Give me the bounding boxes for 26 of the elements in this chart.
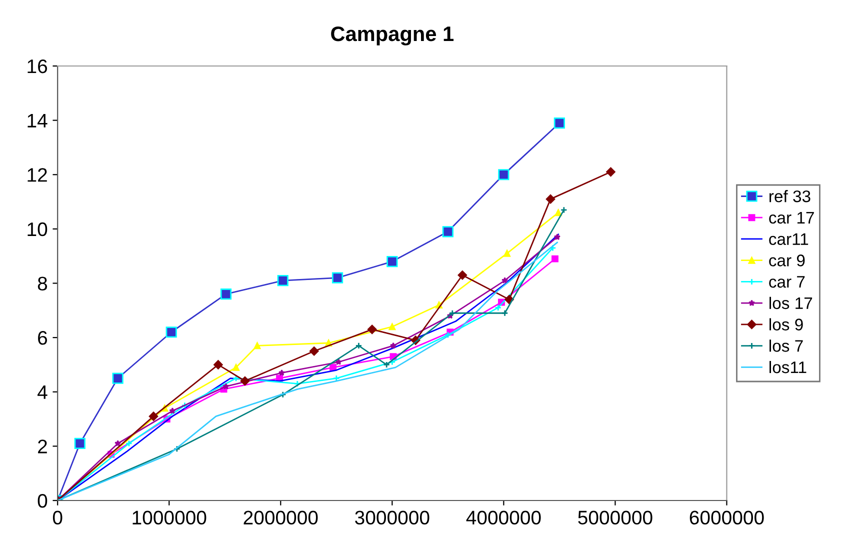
y-tick-label: 2 — [38, 440, 47, 454]
chart-title: Campagne 1 — [331, 26, 454, 46]
legend-label: car 17 — [769, 212, 814, 224]
legend-label: los11 — [770, 360, 806, 374]
y-tick-label: 12 — [28, 168, 47, 182]
x-tick-label: 3000000 — [355, 510, 430, 525]
x-tick-label: 2000000 — [244, 510, 318, 525]
x-tick-label: 1000000 — [132, 510, 206, 525]
y-tick-label: 6 — [38, 331, 48, 345]
y-tick-label: 8 — [38, 276, 48, 290]
x-tick-label: 5000000 — [578, 510, 652, 525]
y-tick-label: 14 — [28, 114, 48, 128]
y-tick-label: 4 — [38, 386, 48, 399]
x-tick-label: 4000000 — [466, 510, 541, 525]
legend-label: car11 — [769, 233, 808, 245]
legend-label: los 17 — [770, 296, 812, 310]
legend-label: los 7 — [770, 340, 803, 352]
y-tick-label: 10 — [28, 222, 48, 236]
legend-label: los 9 — [770, 318, 803, 330]
y-tick-label: 16 — [28, 59, 48, 74]
y-tick-label: 0 — [38, 494, 48, 508]
x-tick-label: 6000000 — [690, 510, 764, 525]
x-tick-label: 0 — [52, 510, 62, 525]
legend-label: car 9 — [769, 254, 805, 266]
legend-label: car 7 — [769, 276, 805, 288]
legend-label: ref 33 — [770, 190, 810, 202]
